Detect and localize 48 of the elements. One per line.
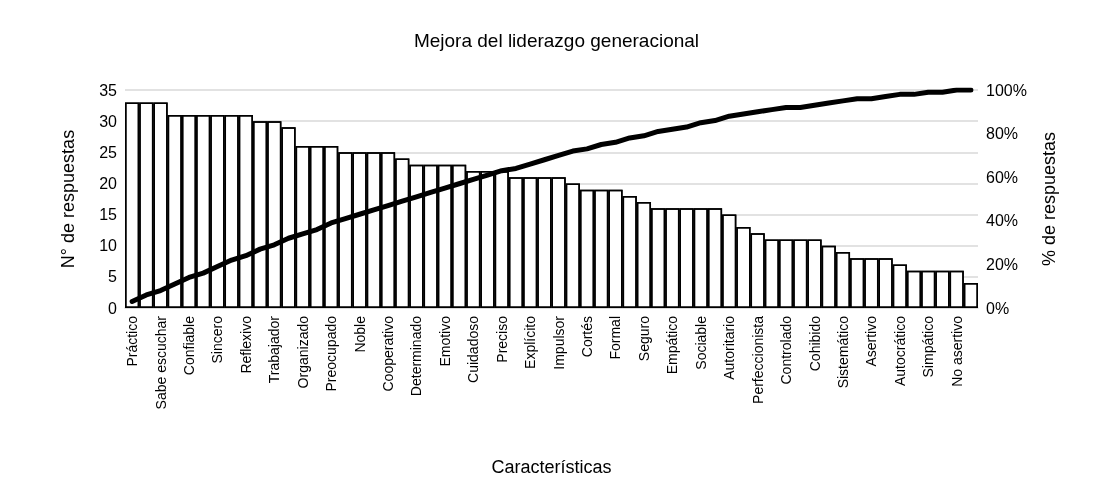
x-tick-label: Autocrático xyxy=(891,315,908,387)
x-tick-label: No asertivo xyxy=(948,315,965,387)
x-tick-label: Práctico xyxy=(124,315,141,367)
x-tick-label: Controlado xyxy=(778,315,795,385)
y-tick-label: 20 xyxy=(99,174,118,192)
y-tick-label: 5 xyxy=(108,268,118,286)
x-axis-title: Características xyxy=(491,457,612,477)
x-tick-label: Empático xyxy=(664,315,681,375)
y2-tick-label: 20% xyxy=(986,255,1019,273)
x-tick-label: Cooperativo xyxy=(380,315,397,392)
x-tick-label: Cuidadoso xyxy=(465,315,482,383)
y2-tick-label: 80% xyxy=(986,125,1019,143)
y-tick-label: 15 xyxy=(99,206,118,224)
x-tick-label: Reflexivo xyxy=(237,315,254,374)
x-tick-label: Trabajador xyxy=(266,315,283,384)
x-tick-label: Cohibido xyxy=(806,315,823,372)
x-tick-label: Sociable xyxy=(692,315,709,370)
y-axis-title: N° de respuestas xyxy=(58,129,78,269)
y-tick-label: 0 xyxy=(108,299,118,317)
y-tick-label: 10 xyxy=(99,237,118,255)
y-tick-label: 30 xyxy=(99,112,118,130)
y2-tick-label: 60% xyxy=(986,168,1019,186)
x-tick-label: Preciso xyxy=(493,315,510,363)
x-tick-label: Simpático xyxy=(920,315,937,378)
x-tick-label: Confiable xyxy=(180,315,197,376)
x-tick-label: Sistemático xyxy=(834,315,851,389)
x-tick-label: Sincero xyxy=(209,315,226,364)
y-tick-label: 35 xyxy=(99,81,118,99)
y2-tick-label: 40% xyxy=(986,212,1019,230)
x-tick-label: Impulsor xyxy=(550,315,567,370)
x-tick-label: Organizado xyxy=(294,315,311,389)
x-tick-label: Asertivo xyxy=(863,315,880,367)
x-tick-label: Preocupado xyxy=(323,315,340,392)
x-tick-label: Explícito xyxy=(522,315,539,369)
chart-title: Mejora del liderazgo generacional xyxy=(413,30,700,51)
y2-axis-title: % de respuestas xyxy=(1039,131,1059,267)
x-tick-label: Formal xyxy=(607,316,624,360)
y2-tick-label: 0% xyxy=(986,299,1010,317)
x-tick-label: Noble xyxy=(351,315,368,353)
x-tick-label: Perfeccionista xyxy=(749,315,766,404)
y2-tick-label: 100% xyxy=(986,81,1027,99)
x-tick-label: Sabe escuchar xyxy=(152,315,169,410)
x-tick-label: Emotivo xyxy=(436,315,453,367)
x-tick-label: Autoritario xyxy=(721,315,738,380)
x-tick-label: Seguro xyxy=(635,315,652,362)
y-tick-label: 25 xyxy=(99,143,118,161)
x-tick-label: Cortés xyxy=(579,316,596,358)
x-tick-label: Determinado xyxy=(408,315,425,397)
